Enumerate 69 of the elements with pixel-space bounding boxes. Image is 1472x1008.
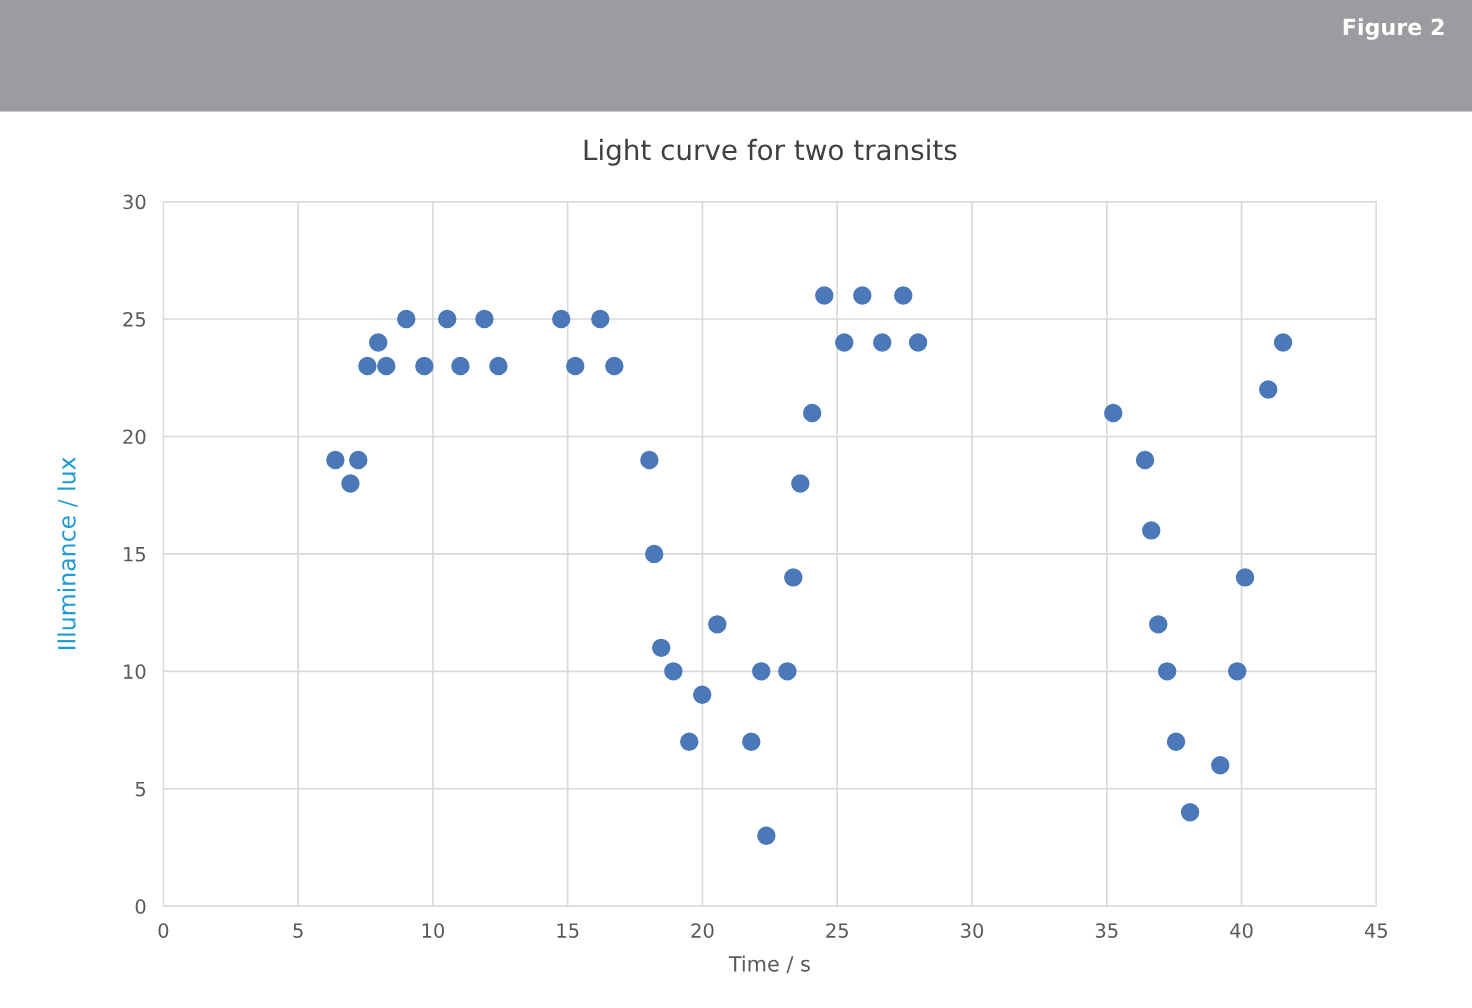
point [438,309,457,329]
point [1104,403,1123,423]
point [742,732,761,751]
y-tick-label: 25 [123,311,146,327]
point [1157,662,1177,681]
point [451,356,470,376]
point [908,333,928,352]
point [693,685,712,705]
point [475,309,494,329]
y-tick-label: 5 [135,781,146,797]
x-axis-title: Time / s [728,955,810,974]
point [835,333,854,352]
point [1166,732,1186,751]
point [489,356,508,376]
y-tick-label: 20 [123,429,146,445]
point [757,826,776,845]
point [640,450,659,470]
x-tick-label: 35 [1095,923,1118,938]
y-tick-label: 10 [124,664,146,679]
point [377,356,396,376]
x-tick-label: 15 [557,923,579,938]
x-tick-label: 45 [1364,923,1387,938]
y-tick-label: 0 [135,899,146,914]
point [1149,615,1168,634]
point [591,309,610,329]
point [873,333,892,352]
point [349,450,368,470]
point [645,544,664,564]
point [778,662,797,681]
point [341,474,360,493]
y-tick-label: 30 [123,194,146,210]
point [358,356,377,376]
chart-title: Light curve for two transits [584,138,957,166]
point [680,732,699,751]
point [1211,756,1230,775]
point [752,662,771,681]
point [802,403,822,423]
point [1273,333,1293,352]
point [1259,380,1278,399]
x-tick-label: 25 [826,923,848,938]
point [369,333,388,352]
point [894,286,913,305]
y-tick-label: 15 [124,547,146,562]
point [853,286,872,305]
point [397,309,416,329]
point [1180,803,1200,822]
x-tick-label: 10 [422,923,445,938]
point [815,286,834,305]
point [415,356,434,376]
point [1235,568,1255,587]
point [552,309,571,329]
point [1228,662,1247,681]
x-tick-label: 40 [1230,923,1253,938]
caption: Figure 2 [1343,18,1444,40]
point [664,662,683,681]
point [326,450,345,470]
point [605,356,624,376]
point [566,356,585,376]
point [1142,521,1161,540]
x-tick-label: 30 [961,923,984,938]
x-tick-label: 20 [691,923,714,938]
x-tick-label: 0 [158,923,169,938]
point [1135,450,1155,470]
y-axis-title: Illuminance / lux [57,457,78,650]
point [791,474,810,493]
point [784,568,803,587]
point [652,638,671,658]
point [708,615,727,634]
x-tick-label: 5 [293,923,303,938]
